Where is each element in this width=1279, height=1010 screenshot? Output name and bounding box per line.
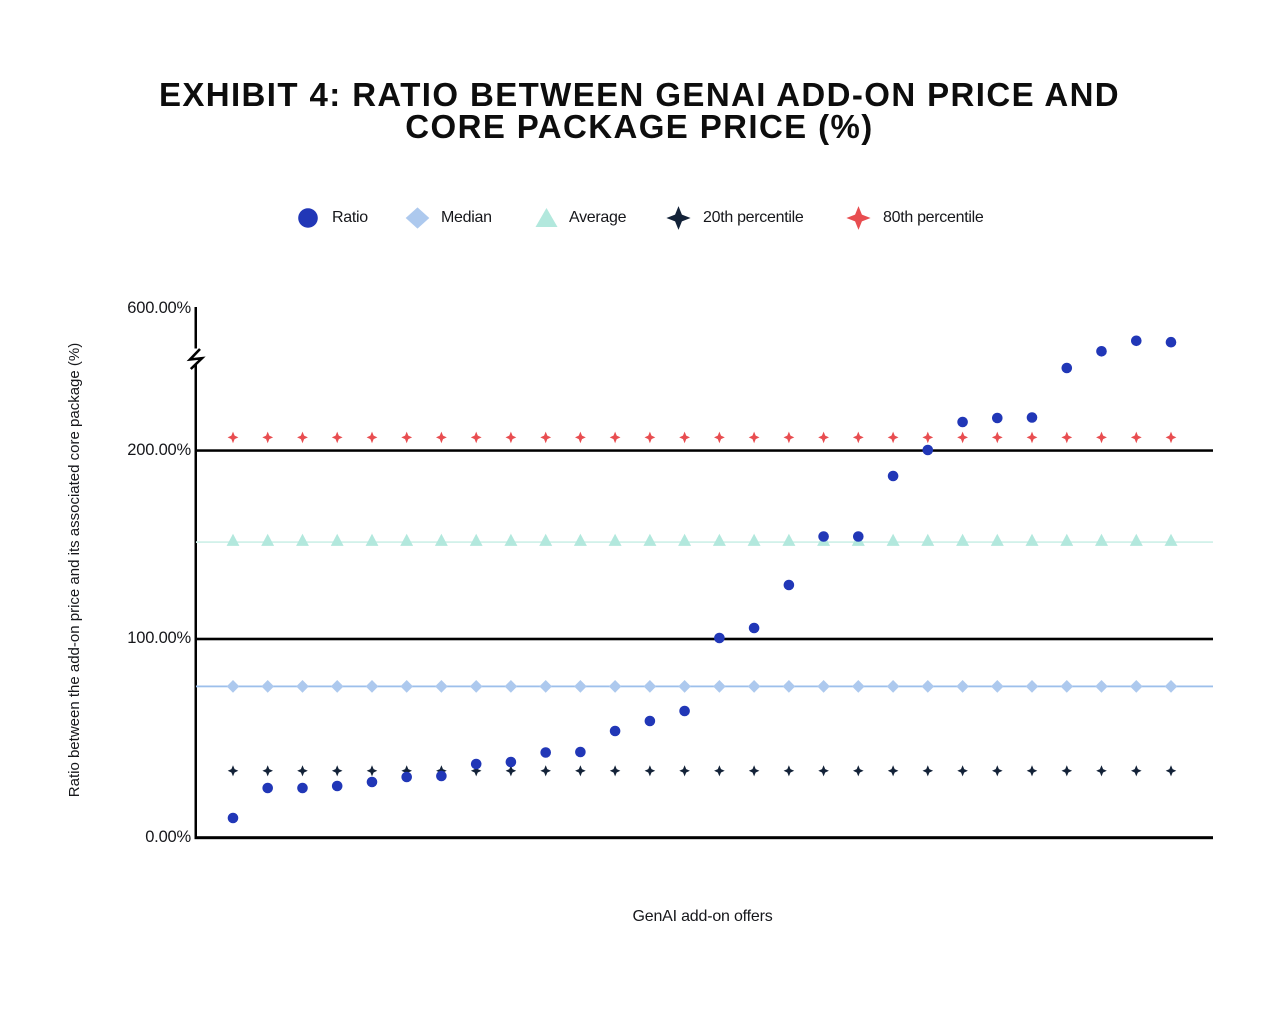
svg-text:Ratio between the add-on price: Ratio between the add-on price and its a… [66,343,83,797]
